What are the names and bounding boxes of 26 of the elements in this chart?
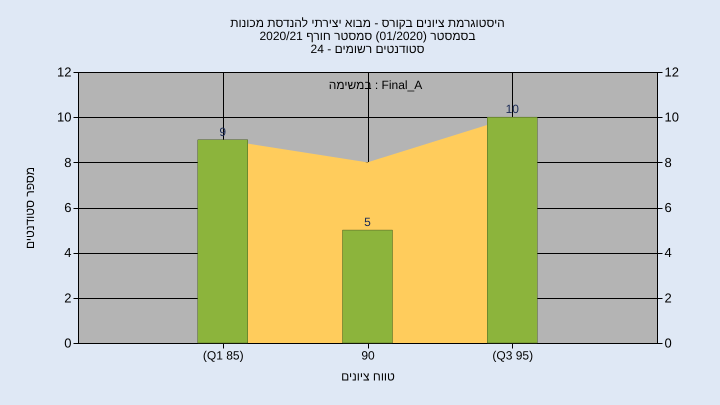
y-tick-label: 6 (64, 200, 72, 215)
y-tick-label: 10 (57, 110, 72, 125)
data-label: 5 (364, 215, 372, 230)
y-tick-label: 12 (57, 64, 72, 80)
y2-tick-label: 8 (664, 154, 672, 170)
x-tick-label: 90 (361, 348, 375, 362)
y2-tick-label: 10 (664, 110, 679, 125)
y-tick-label: 2 (64, 290, 72, 306)
y-tick-label: 4 (64, 245, 72, 260)
bar (198, 140, 248, 344)
text: היסטוגרמת ציונים בקורס - מבוא יצירתי להנדסת מכונות (230, 16, 505, 30)
y2-tick-label: 2 (664, 290, 672, 306)
y-tick-label: 0 (64, 336, 72, 350)
text: סטודנטים רשומים - 24 (310, 42, 424, 56)
y2-tick-label: 0 (664, 336, 672, 350)
x-tick-label: (Q1 85) (202, 348, 244, 362)
bar (342, 230, 393, 344)
y2-tick-label: 6 (664, 200, 672, 215)
text: בסמסטר (01/2020) סמסטר חורף 2020/21 (259, 29, 476, 43)
x-axis-title: טווח ציונים (341, 370, 396, 384)
y2-tick-label: 4 (664, 245, 672, 260)
x-tick-label: (Q3 95) (492, 348, 534, 362)
y-axis-title: מספר סטודנטים (23, 166, 38, 250)
bar (487, 116, 538, 344)
y2-tick-label: 12 (664, 64, 679, 80)
y-tick-label: 8 (64, 154, 72, 170)
